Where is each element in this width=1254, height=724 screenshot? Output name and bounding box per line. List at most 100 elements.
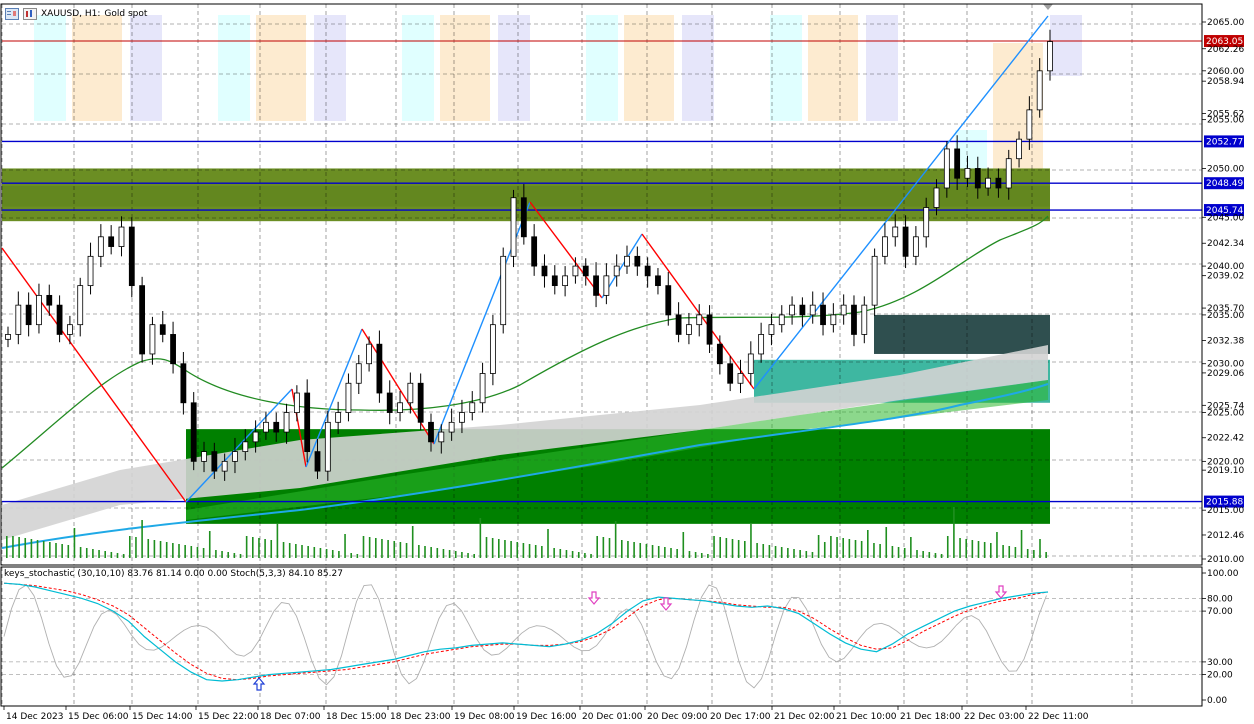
zone-darkslate bbox=[874, 314, 1050, 354]
candle-bull bbox=[562, 275, 569, 287]
volume-bar bbox=[731, 539, 734, 558]
chart-window-icon[interactable] bbox=[5, 8, 19, 20]
volume-bar bbox=[24, 538, 27, 558]
session-box-asia bbox=[955, 130, 987, 170]
ma-band-gray bbox=[2, 345, 1048, 540]
candle-bull bbox=[438, 431, 445, 443]
volume-bar bbox=[867, 530, 869, 558]
volume-bar bbox=[541, 546, 543, 558]
volume-bar bbox=[725, 538, 728, 558]
candle-bull bbox=[67, 324, 73, 335]
volume-bar bbox=[946, 536, 949, 558]
volume-bar bbox=[325, 549, 328, 558]
volume-bar bbox=[116, 553, 119, 558]
volume-bar bbox=[953, 507, 955, 558]
volume-bar bbox=[590, 554, 592, 558]
volume-bar bbox=[744, 541, 746, 558]
volume-bar bbox=[307, 546, 309, 558]
volume-bar bbox=[165, 542, 168, 558]
candle-bear bbox=[820, 304, 826, 326]
candle-bull bbox=[840, 304, 847, 316]
candle-bull bbox=[985, 177, 991, 189]
time-tick-label: 21 Dec 02:00 bbox=[774, 712, 835, 722]
zigzag-line bbox=[185, 388, 293, 503]
volume-bar bbox=[153, 540, 156, 558]
volume-bar bbox=[264, 539, 266, 558]
volume-bar bbox=[473, 554, 475, 558]
volume-bar bbox=[245, 536, 248, 558]
volume-bar bbox=[375, 538, 377, 558]
candle-bull bbox=[242, 441, 249, 453]
candle-bear bbox=[902, 226, 909, 257]
candle-bull bbox=[789, 304, 795, 316]
volume-bar bbox=[774, 546, 777, 558]
price-flag-label: 2045.74 bbox=[1206, 206, 1243, 216]
volume-bar bbox=[67, 545, 70, 558]
volume-bar bbox=[338, 551, 340, 558]
candle-bull bbox=[912, 236, 919, 257]
candle-bull bbox=[624, 255, 630, 267]
volume-bar bbox=[608, 538, 611, 558]
candle-bull bbox=[459, 412, 465, 423]
time-tick-label: 20 Dec 01:00 bbox=[582, 712, 643, 722]
candle-bull bbox=[355, 363, 362, 384]
indicator-title: keys_stochastic (30,10,10) 83.76 81.14 0… bbox=[4, 569, 343, 579]
volume-bar bbox=[85, 548, 88, 558]
session-box-us bbox=[1050, 15, 1082, 76]
candle-bull bbox=[118, 226, 125, 247]
volume-bar bbox=[528, 544, 531, 558]
price-tick-label: 2039.02 bbox=[1207, 272, 1244, 282]
volume-bar bbox=[454, 551, 457, 558]
volume-bar bbox=[639, 543, 642, 558]
candle-bull bbox=[263, 421, 269, 433]
price-tick-label: 2045.00 bbox=[1207, 213, 1244, 223]
candle-bull bbox=[335, 412, 342, 423]
indicator-tick-label: 0.00 bbox=[1207, 696, 1227, 706]
candle-bear bbox=[180, 363, 187, 404]
candle-bear bbox=[139, 285, 146, 355]
volume-bar bbox=[12, 536, 14, 558]
price-flag-label: 2052.77 bbox=[1206, 137, 1243, 147]
candle-bear bbox=[634, 255, 641, 267]
zigzag-line bbox=[753, 15, 1049, 390]
volume-bar bbox=[61, 544, 63, 558]
volume-bar bbox=[313, 547, 316, 558]
volume-bar bbox=[959, 538, 961, 558]
volume-bar bbox=[135, 537, 137, 558]
volume-bar bbox=[282, 542, 285, 558]
candle-bear bbox=[995, 177, 1002, 189]
candle-bear bbox=[386, 392, 393, 413]
session-box-asia bbox=[586, 15, 618, 121]
volume-bar bbox=[510, 541, 512, 558]
volume-bar bbox=[682, 532, 685, 558]
volume-bar bbox=[295, 544, 297, 558]
zigzag-line bbox=[529, 201, 603, 299]
volume-bar bbox=[645, 544, 648, 558]
volume-bar bbox=[436, 548, 439, 558]
candle-bull bbox=[324, 421, 331, 472]
volume-bar bbox=[928, 552, 931, 558]
volume-bar bbox=[664, 547, 666, 558]
price-tick-label: 2020.00 bbox=[1207, 457, 1244, 467]
chart-bars-icon[interactable] bbox=[23, 8, 37, 20]
volume-bar bbox=[768, 545, 771, 558]
volume-bar bbox=[110, 552, 113, 558]
candle-bull bbox=[87, 255, 94, 287]
volume-bar bbox=[596, 536, 598, 558]
signal-arrow-down-icon bbox=[659, 597, 673, 611]
moving-average-cyan bbox=[1, 383, 1049, 549]
volume-bar bbox=[1033, 550, 1035, 558]
candle-bull bbox=[613, 265, 620, 277]
price-tick-label: 2040.00 bbox=[1207, 262, 1244, 272]
volume-bar bbox=[467, 553, 469, 558]
session-box-us bbox=[866, 15, 898, 121]
volume-bar bbox=[122, 554, 125, 558]
volume-bar bbox=[49, 542, 51, 558]
time-tick-label: 21 Dec 18:00 bbox=[900, 712, 961, 722]
session-box-asia bbox=[770, 15, 802, 121]
volume-bar bbox=[350, 553, 352, 558]
indicator-tick-label: 70.00 bbox=[1207, 607, 1233, 617]
candle-bull bbox=[201, 451, 207, 462]
